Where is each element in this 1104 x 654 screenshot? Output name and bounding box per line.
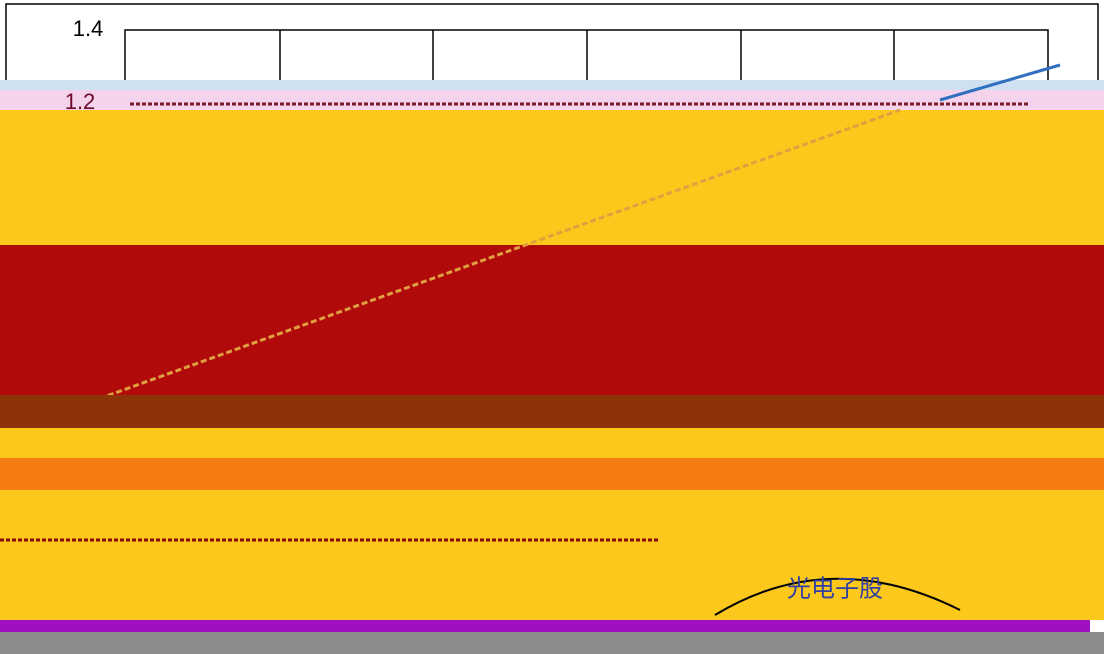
- purple-band: [0, 620, 1090, 632]
- inner-bracket: [124, 29, 1049, 80]
- brown-band: [0, 395, 1104, 428]
- top-area: [0, 0, 1104, 80]
- blue-band: [0, 80, 1104, 90]
- seal-arc: [714, 577, 961, 616]
- yellow-band-2: [0, 428, 1104, 458]
- label-middle: 1.2: [65, 89, 96, 114]
- red-band: [0, 245, 1104, 395]
- diagonal-trace: [39, 108, 901, 422]
- yellow-band: [0, 110, 1104, 245]
- label-top: 1.4: [73, 16, 104, 41]
- diagonal-stroke: [939, 63, 1061, 102]
- pink-band: [0, 90, 1104, 110]
- seal-text: 光电子股: [787, 575, 883, 602]
- yellow-band-3: [0, 490, 1104, 620]
- gray-band: [0, 632, 1104, 654]
- outer-bracket: [5, 3, 1099, 80]
- orange-band: [0, 458, 1104, 490]
